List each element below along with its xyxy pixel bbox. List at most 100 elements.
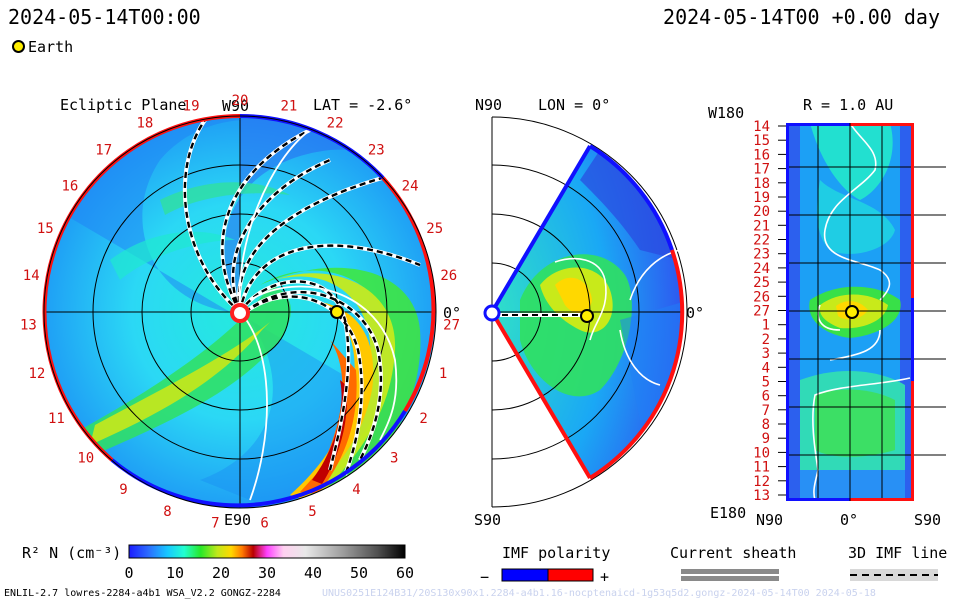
meridional-right-label: 0° (686, 304, 704, 322)
current-sheath-title: Current sheath (670, 544, 796, 562)
latlon-edge-right-pos (911, 123, 914, 298)
carrington-label: 16 (61, 178, 78, 194)
latlon-y-label: 5 (762, 375, 770, 391)
latlon-x-label-s90: S90 (914, 511, 941, 529)
latlon-y-label: 16 (753, 147, 770, 163)
latlon-y-label: 18 (753, 176, 770, 192)
sun-marker (230, 303, 250, 323)
colorbar-gradient (128, 544, 406, 559)
latlon-y-label: 13 (753, 488, 770, 504)
carrington-label: 19 (183, 99, 200, 115)
latlon-y-label: 26 (753, 289, 770, 305)
earth-marker-ecliptic (330, 305, 344, 319)
meridional-panel: N90 LON = 0° 0° S90 (474, 96, 704, 529)
latlon-y-label: 14 (753, 119, 770, 135)
meridional-current-sheath-3 (619, 329, 661, 386)
latlon-y-label: 25 (753, 275, 770, 291)
footer-model: ENLIL-2.7 lowres-2284-a4b1 WSA_V2.2 GONG… (4, 588, 281, 599)
colorbar-tick-label: 30 (258, 564, 276, 582)
latlon-y-label: 24 (753, 261, 770, 277)
meridional-current-sheath (554, 257, 607, 341)
latlon-edge-right-pos-2 (911, 381, 914, 501)
carrington-label: 27 (443, 317, 460, 333)
meridional-lon-label: LON = 0° (538, 96, 610, 114)
latlon-y-label: 3 (762, 346, 770, 362)
latlon-y-label: 19 (753, 190, 770, 206)
carrington-label: 4 (352, 482, 360, 498)
latlon-y-label: 9 (762, 431, 770, 447)
latlon-x-label-n90: N90 (756, 511, 783, 529)
colorbar: R² N (cm⁻³) 0 10 20 30 40 50 60 (22, 544, 414, 582)
carrington-label: 23 (368, 143, 385, 159)
latlon-y-label: 20 (753, 204, 770, 220)
carrington-label: 7 (211, 516, 219, 532)
header-elapsed: 2024-05-14T00 +0.00 day (663, 5, 940, 29)
carrington-label: 15 (37, 221, 54, 237)
latlon-y-label: 22 (753, 233, 770, 249)
latlon-y-label: 23 (753, 247, 770, 263)
colorbar-tick-label: 0 (124, 564, 133, 582)
latlon-x-label-0: 0° (840, 511, 858, 529)
latlon-y-label: 10 (753, 445, 770, 461)
carrington-label: 21 (280, 99, 297, 115)
latlon-edge-top-neg (786, 123, 850, 126)
latlon-current-sheath-1 (823, 122, 891, 301)
earth-legend-label: Earth (28, 38, 74, 56)
latlon-y-label: 7 (762, 403, 770, 419)
carrington-label: 5 (308, 504, 316, 520)
earth-marker-meridional (580, 309, 594, 323)
latlon-y-label: 2 (762, 332, 770, 348)
latlon-top-left: W180 (708, 104, 744, 122)
carrington-label: 1 (439, 366, 447, 382)
carrington-label: 8 (163, 504, 171, 520)
carrington-label: 9 (119, 482, 127, 498)
colorbar-tick-label: 50 (350, 564, 368, 582)
colorbar-tick-label: 10 (166, 564, 184, 582)
ecliptic-lat-label: LAT = -2.6° (313, 96, 412, 114)
latlon-y-label: 17 (753, 162, 770, 178)
latlon-y-label: 12 (753, 474, 770, 490)
ecliptic-current-sheath (238, 129, 398, 501)
latlon-y-label: 8 (762, 417, 770, 433)
imf-minus-label: − (480, 568, 489, 586)
imf-line-title: 3D IMF line (848, 544, 947, 562)
carrington-label: 2 (419, 411, 427, 427)
carrington-label: 12 (28, 366, 45, 382)
imf-polarity-legend: IMF polarity − + (480, 544, 610, 586)
imf-negative-swatch (501, 568, 549, 582)
carrington-label: 20 (232, 93, 249, 109)
imf-polarity-title: IMF polarity (502, 544, 610, 562)
earth-marker-latlon (845, 305, 859, 319)
latlon-y-label: 21 (753, 218, 770, 234)
ecliptic-carrington-labels: 20 21222324252627123456789101112131415161… (20, 93, 460, 532)
ecliptic-title: Ecliptic Plane (60, 96, 186, 114)
imf-line-swatch-bg (850, 569, 938, 581)
carrington-label: 6 (260, 516, 268, 532)
meridional-top-label: N90 (475, 96, 502, 114)
latlon-edge-bottom-neg (786, 498, 850, 501)
imf-positive-swatch (547, 568, 594, 582)
meridional-edge-top (490, 144, 592, 314)
carrington-label: 18 (136, 116, 153, 132)
carrington-label: 25 (426, 221, 443, 237)
carrington-label: 14 (23, 268, 40, 284)
ecliptic-top-label: W90 (222, 97, 249, 115)
latlon-y-label: 27 (753, 304, 770, 320)
latlon-y-label: 6 (762, 389, 770, 405)
meridional-edge-bottom (490, 310, 592, 480)
carrington-label: 17 (95, 143, 112, 159)
ecliptic-polarity-pos-right (381, 176, 436, 413)
carrington-label: 26 (440, 268, 457, 284)
latlon-edge-right-neg (911, 298, 914, 381)
colorbar-ticks: 0 10 20 30 40 50 60 (124, 564, 414, 582)
meridional-bottom-label: S90 (474, 511, 501, 529)
header-datetime: 2024-05-14T00:00 (8, 5, 201, 29)
ecliptic-imf-lines (182, 118, 421, 476)
meridional-sun-marker (483, 304, 501, 322)
carrington-label: 10 (77, 451, 94, 467)
latlon-r-label: R = 1.0 AU (803, 96, 893, 114)
colorbar-tick-label: 20 (212, 564, 230, 582)
latlon-y-label: 11 (753, 460, 770, 476)
carrington-label: 22 (327, 116, 344, 132)
